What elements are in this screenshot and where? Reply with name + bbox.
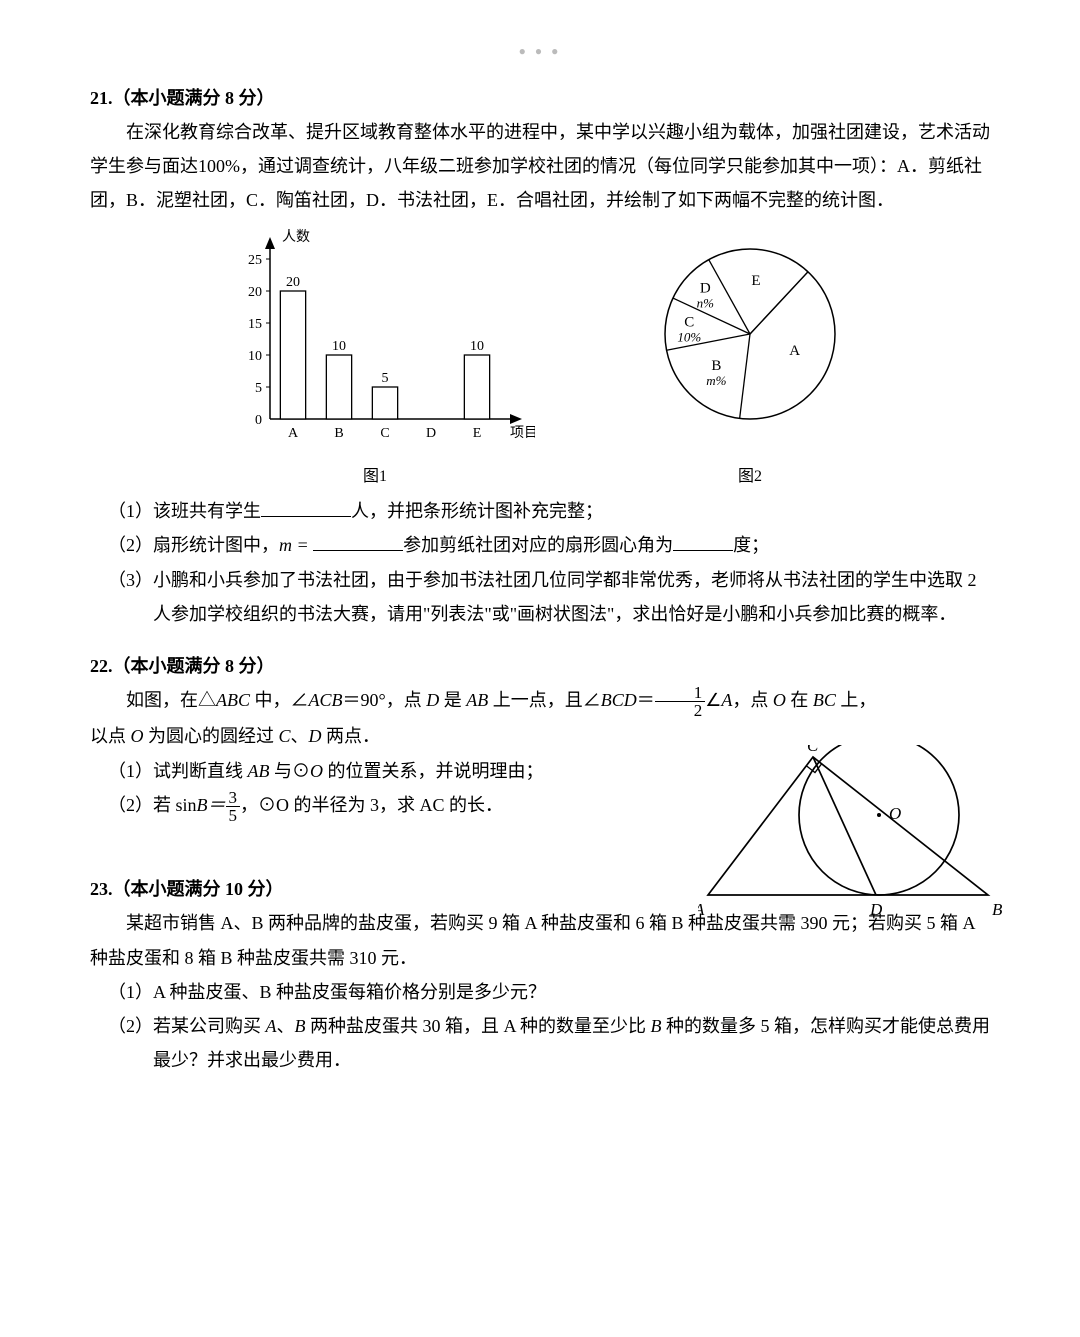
q23-sub2: （2）若某公司购买 A、B 两种盐皮蛋共 30 箱，且 A 种的数量至少比 B …	[90, 1009, 990, 1077]
svg-text:E: E	[751, 273, 760, 289]
q21-sub1-b: 人，并把条形统计图补充完整；	[351, 501, 603, 521]
q22-title: 22.（本小题满分 8 分）	[90, 649, 990, 683]
t: D	[426, 690, 439, 710]
svg-text:10: 10	[248, 349, 262, 364]
svg-text:C: C	[684, 314, 694, 330]
svg-text:m%: m%	[706, 373, 726, 388]
d: 5	[226, 807, 241, 824]
t: 两点．	[322, 726, 381, 746]
t: 在	[786, 690, 813, 710]
d: 2	[655, 702, 706, 719]
t: AB	[466, 690, 488, 710]
t: 上，	[836, 690, 877, 710]
q23-sub1: （1）A 种盐皮蛋、B 种盐皮蛋每箱价格分别是多少元？	[90, 975, 990, 1009]
frac-3-5: 35	[226, 789, 241, 824]
t: 中，∠	[250, 690, 309, 710]
t: 上一点，且∠	[488, 690, 601, 710]
svg-text:5: 5	[382, 371, 389, 386]
q21-sub3-body: 小鹏和小兵参加了书法社团，由于参加书法社团几位同学都非常优秀，老师将从书法社团的…	[153, 563, 990, 631]
frac-half: 12	[655, 684, 706, 719]
blank-angle	[673, 532, 733, 552]
q21-bar-chart: 0 5 10 15 20 25 人数 20 A 10 B 5 C D 10 E 项目 图1	[215, 224, 535, 493]
svg-text:0: 0	[255, 413, 262, 428]
svg-text:20: 20	[286, 275, 300, 290]
svg-text:A: A	[698, 900, 705, 919]
q21-sub2: （2）扇形统计图中，m = 参加剪纸社团对应的扇形圆心角为 度；	[90, 528, 990, 562]
svg-text:C: C	[807, 745, 819, 755]
q21-sub2-a: （2）扇形统计图中，	[108, 535, 279, 555]
q22-figure: A B C D O	[698, 745, 1008, 931]
t: ABC	[216, 690, 250, 710]
svg-text:B: B	[711, 358, 721, 374]
q21-fig2-caption: 图2	[635, 462, 865, 492]
t: 是	[439, 690, 466, 710]
t: O	[131, 726, 144, 746]
svg-text:C: C	[380, 426, 389, 441]
page-dots: ● ● ●	[90, 40, 990, 63]
q21-sub2-b: 参加剪纸社团对应的扇形圆心角为	[403, 535, 673, 555]
q21-stem: 在深化教育综合改革、提升区域教育整体水平的进程中，某中学以兴趣小组为载体，加强社…	[90, 115, 990, 218]
svg-text:25: 25	[248, 253, 262, 268]
svg-text:15: 15	[248, 317, 262, 332]
t: ，⊙O 的半径为 3，求 AC 的长．	[240, 795, 503, 815]
svg-text:项目: 项目	[510, 426, 535, 441]
q21-sub3: （3）小鹏和小兵参加了书法社团，由于参加书法社团几位同学都非常优秀，老师将从书法…	[90, 563, 990, 631]
svg-text:A: A	[789, 342, 800, 358]
q21-sub1: （1）该班共有学生 人，并把条形统计图补充完整；	[90, 494, 990, 528]
blank-m	[313, 532, 403, 552]
q22-stem-line1: 如图，在△ABC 中，∠ACB＝90°，点 D 是 AB 上一点，且∠BCD＝1…	[90, 683, 990, 719]
n: 1	[655, 684, 706, 702]
svg-text:D: D	[700, 280, 711, 296]
blank-students	[261, 497, 351, 517]
t: ，点	[732, 690, 773, 710]
svg-text:B: B	[992, 900, 1003, 919]
svg-text:O: O	[889, 804, 901, 823]
svg-text:B: B	[334, 426, 343, 441]
t: 以点	[90, 726, 131, 746]
q21-figures: 0510152025人数20A10B5CD10E项目 图1 ABm%C10%Dn…	[90, 224, 990, 493]
t: ∠	[705, 690, 721, 710]
svg-text:n%: n%	[697, 295, 715, 310]
t: O	[773, 690, 786, 710]
t: C	[279, 726, 291, 746]
svg-text:D: D	[869, 900, 883, 919]
svg-text:10: 10	[332, 339, 346, 354]
t: A	[721, 690, 732, 710]
t: （2）若 sin	[108, 795, 197, 815]
svg-text:D: D	[426, 426, 436, 441]
t: ACB	[309, 690, 343, 710]
svg-text:20: 20	[248, 285, 262, 300]
n: 3	[226, 789, 241, 807]
t: 如图，在△	[126, 690, 216, 710]
q21-sub2-m: m =	[279, 535, 309, 555]
svg-text:10: 10	[470, 339, 484, 354]
q21-sub1-a: （1）该班共有学生	[108, 501, 261, 521]
t: ＝90°，点	[343, 690, 427, 710]
svg-text:A: A	[288, 426, 299, 441]
t: D	[309, 726, 322, 746]
t: BC	[813, 690, 836, 710]
q21-title: 21.（本小题满分 8 分）	[90, 81, 990, 115]
svg-text:10%: 10%	[677, 329, 701, 344]
t: BCD	[601, 690, 637, 710]
svg-text:E: E	[473, 426, 482, 441]
t: B＝	[197, 795, 226, 815]
q21-pie-chart: A Bm% C10% Dn% E 图2	[635, 224, 865, 493]
q21-fig1-caption: 图1	[215, 462, 535, 492]
q21-sub2-c: 度；	[733, 535, 769, 555]
t: ＝	[637, 690, 655, 710]
q23-sub2-body: 若某公司购买 A、B 两种盐皮蛋共 30 箱，且 A 种的数量至少比 B 种的数…	[153, 1009, 990, 1077]
t: 为圆心的圆经过	[144, 726, 279, 746]
svg-text:5: 5	[255, 381, 262, 396]
t: 、	[291, 726, 309, 746]
svg-text:人数: 人数	[282, 229, 310, 245]
